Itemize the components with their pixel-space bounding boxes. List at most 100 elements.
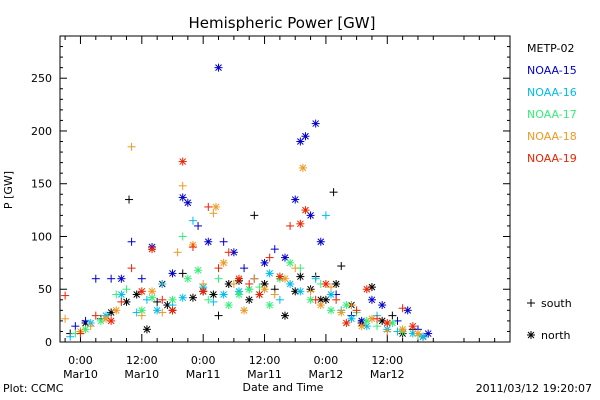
- data-point-north: [296, 287, 305, 296]
- data-point-north: [403, 306, 412, 315]
- data-point-south: [219, 237, 228, 246]
- data-point-south: [122, 285, 131, 294]
- data-point-south: [112, 290, 121, 299]
- data-point-south: [352, 306, 361, 315]
- marker-legend-south: [527, 299, 535, 307]
- data-point-south: [224, 248, 233, 257]
- data-point-south: [270, 245, 279, 254]
- data-point-south: [265, 253, 274, 262]
- data-point-north: [199, 287, 208, 296]
- data-point-south: [337, 262, 346, 271]
- data-point-north: [306, 211, 315, 220]
- data-point-north: [424, 329, 433, 338]
- data-point-south: [158, 295, 167, 304]
- y-axis-label: P [GW]: [2, 171, 15, 209]
- data-point-south: [327, 283, 336, 292]
- data-point-north: [296, 219, 305, 228]
- x-tick-time-label: 0:00: [68, 354, 93, 367]
- x-tick-date-label: Mar12: [370, 368, 405, 381]
- data-point-north: [224, 301, 233, 310]
- data-point-north: [178, 193, 187, 202]
- legend-item: NOAA-19: [527, 152, 577, 165]
- data-point-south: [61, 314, 70, 323]
- data-point-north: [321, 279, 330, 288]
- data-point-south: [127, 237, 136, 246]
- data-point-south: [275, 295, 284, 304]
- data-point-north: [357, 322, 366, 331]
- data-point-south: [229, 279, 238, 288]
- data-point-north: [347, 314, 356, 323]
- legend-item: NOAA-17: [527, 108, 577, 121]
- x-tick-date-label: Mar10: [63, 368, 98, 381]
- data-point-north: [378, 301, 387, 310]
- data-point-south: [91, 311, 100, 320]
- data-point-north: [168, 269, 177, 278]
- data-point-north: [296, 137, 305, 146]
- data-points: [61, 63, 433, 341]
- data-point-south: [311, 295, 320, 304]
- data-point-north: [296, 272, 305, 281]
- data-point-north: [362, 285, 371, 294]
- data-point-north: [209, 290, 218, 299]
- data-point-north: [219, 258, 228, 267]
- data-point-north: [183, 198, 192, 207]
- marker-legend-label: south: [541, 297, 572, 310]
- data-point-north: [398, 325, 407, 334]
- x-tick-date-label: Mar10: [124, 368, 159, 381]
- data-point-south: [373, 314, 382, 323]
- data-point-south: [125, 195, 134, 204]
- data-point-south: [306, 287, 315, 296]
- data-point-south: [137, 311, 146, 320]
- footer-timestamp: 2011/03/12 19:20:07: [476, 382, 592, 395]
- data-point-north: [204, 237, 213, 246]
- data-point-north: [234, 290, 243, 299]
- data-point-north: [291, 195, 300, 204]
- data-point-south: [245, 279, 254, 288]
- data-point-north: [316, 237, 325, 246]
- plot-frame: [59, 35, 511, 343]
- data-point-north: [408, 322, 417, 331]
- y-tick-label: 50: [38, 283, 52, 296]
- data-point-north: [286, 258, 295, 267]
- data-point-north: [419, 332, 428, 341]
- data-point-north: [148, 293, 157, 302]
- data-point-north: [301, 206, 310, 215]
- data-point-south: [71, 322, 80, 331]
- data-point-south: [209, 297, 218, 306]
- data-point-north: [327, 306, 336, 315]
- data-point-north: [301, 132, 310, 141]
- data-point-north: [281, 253, 289, 262]
- data-point-north: [321, 295, 330, 304]
- data-point-north: [342, 319, 351, 328]
- data-point-south: [383, 327, 392, 336]
- legend-item: NOAA-18: [527, 130, 577, 143]
- data-point-south: [158, 308, 167, 317]
- data-point-north: [342, 301, 351, 310]
- x-tick-date-label: Mar11: [186, 368, 221, 381]
- data-point-north: [234, 274, 243, 283]
- data-point-north: [153, 306, 162, 315]
- y-tick-label: 250: [31, 72, 52, 85]
- data-point-north: [178, 293, 187, 302]
- data-point-north: [214, 63, 223, 72]
- data-point-north: [178, 157, 187, 166]
- data-point-north: [383, 319, 392, 328]
- data-point-south: [137, 274, 146, 283]
- data-point-south: [194, 221, 203, 230]
- legend-item: NOAA-16: [527, 86, 577, 99]
- data-point-north: [194, 266, 203, 275]
- data-point-north: [337, 308, 346, 317]
- data-point-north: [168, 306, 177, 315]
- data-point-north: [327, 290, 336, 299]
- data-point-south: [214, 311, 223, 320]
- data-point-south: [178, 269, 187, 278]
- y-tick-label: 0: [45, 336, 52, 349]
- data-point-north: [211, 202, 220, 211]
- data-point-north: [281, 311, 289, 320]
- data-point-north: [332, 279, 341, 288]
- y-tick-label: 200: [31, 125, 52, 138]
- data-point-south: [311, 274, 320, 283]
- data-point-north: [240, 306, 249, 315]
- data-point-north: [163, 301, 172, 310]
